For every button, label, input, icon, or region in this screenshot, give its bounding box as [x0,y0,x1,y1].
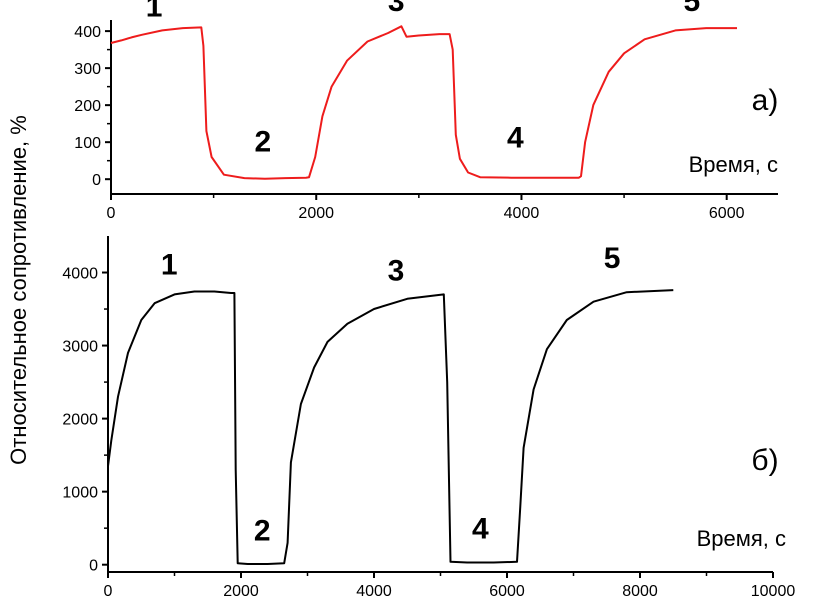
segment-label: 2 [255,125,272,158]
x-axis-title: Время, с [697,526,786,551]
segment-label: 5 [683,0,700,18]
x-tick-label: 0 [104,583,113,600]
segment-label: 1 [146,0,163,23]
y-tick-label: 200 [74,98,101,115]
x-tick-label: 10000 [751,583,796,600]
y-tick-label: 1000 [62,485,98,502]
y-tick-label: 0 [92,172,101,189]
y-tick-label: 0 [89,558,98,575]
panel-a-chart: 0 2000 4000 6000 0 100 200 300 400 1 2 3 4 5 a) Время, … [74,0,778,222]
segment-label: 4 [507,122,524,155]
segment-label: 5 [604,242,621,275]
y-tick-label: 400 [74,24,101,41]
series-line-black [107,289,674,565]
segment-label: 4 [472,512,489,545]
x-tick-label: 8000 [622,583,658,600]
x-tick-label: 6000 [489,583,525,600]
x-tick-label: 2000 [298,205,334,222]
x-axis-title: Время, с [689,152,778,177]
segment-label: 1 [161,249,178,282]
x-tick-label: 4000 [504,205,540,222]
y-tick-label: 3000 [62,339,98,356]
y-axis-title: Относительное сопротивление, % [6,115,31,465]
x-tick-label: 6000 [709,205,745,222]
segment-label: 3 [388,255,405,288]
y-tick-label: 4000 [62,266,98,283]
x-tick-label: 0 [107,205,116,222]
series-line-red [110,25,737,180]
segment-label: 2 [254,515,271,548]
panel-letter: a) [752,84,779,117]
y-tick-label: 100 [74,135,101,152]
x-tick-label: 4000 [356,583,392,600]
x-tick-label: 2000 [223,583,259,600]
panel-b-chart: 0 2000 4000 6000 8000 10000 0 1000 2000 3000 4000 1… [62,236,795,600]
panel-letter: б) [751,444,778,477]
y-tick-label: 300 [74,61,101,78]
segment-label: 3 [388,0,405,18]
y-tick-label: 2000 [62,412,98,429]
